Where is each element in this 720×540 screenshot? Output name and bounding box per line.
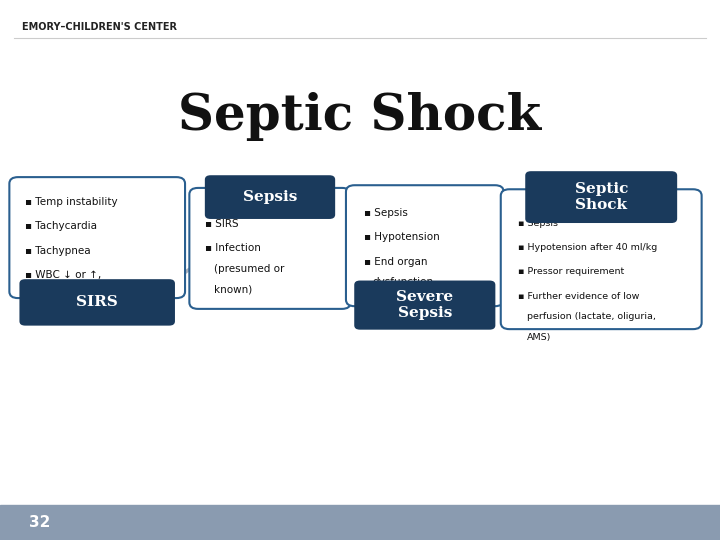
FancyBboxPatch shape bbox=[19, 279, 175, 326]
Text: SIRS: SIRS bbox=[76, 295, 118, 309]
Text: ▪ End organ: ▪ End organ bbox=[364, 256, 427, 267]
FancyArrowPatch shape bbox=[156, 252, 242, 310]
Text: known): known) bbox=[214, 284, 252, 294]
Bar bbox=[0, 505, 720, 540]
Text: Septic
Shock: Septic Shock bbox=[575, 182, 628, 212]
FancyBboxPatch shape bbox=[354, 280, 495, 329]
Text: Septic Shock: Septic Shock bbox=[179, 92, 541, 141]
FancyArrowPatch shape bbox=[466, 252, 555, 310]
Text: bands: bands bbox=[34, 291, 72, 301]
Text: ▪ Sepsis: ▪ Sepsis bbox=[364, 208, 408, 218]
Text: ▪ Tachycardia: ▪ Tachycardia bbox=[25, 221, 97, 232]
Text: ▪ Hypotension: ▪ Hypotension bbox=[364, 232, 439, 242]
Text: ▪ Infection: ▪ Infection bbox=[205, 243, 261, 253]
Text: ▪ Pressor requirement: ▪ Pressor requirement bbox=[518, 267, 625, 276]
Text: ▪ SIRS: ▪ SIRS bbox=[205, 219, 239, 229]
Text: 32: 32 bbox=[29, 515, 50, 530]
FancyBboxPatch shape bbox=[189, 188, 351, 309]
Text: AMS): AMS) bbox=[527, 333, 552, 342]
Text: ▪ Further evidence of low: ▪ Further evidence of low bbox=[518, 292, 640, 301]
FancyBboxPatch shape bbox=[204, 175, 335, 219]
Text: ▪ WBC ↓ or ↑,: ▪ WBC ↓ or ↑, bbox=[25, 270, 102, 280]
FancyBboxPatch shape bbox=[525, 171, 677, 223]
Text: Severe
Sepsis: Severe Sepsis bbox=[396, 290, 454, 320]
Text: ▪ Sepsis: ▪ Sepsis bbox=[518, 219, 559, 228]
Text: ▪ Hypotension after 40 ml/kg: ▪ Hypotension after 40 ml/kg bbox=[518, 243, 657, 252]
Text: dysfunction: dysfunction bbox=[372, 277, 433, 287]
Text: perfusion (lactate, oliguria,: perfusion (lactate, oliguria, bbox=[527, 312, 656, 321]
Text: (presumed or: (presumed or bbox=[214, 264, 284, 274]
FancyBboxPatch shape bbox=[501, 190, 701, 329]
Text: Sepsis: Sepsis bbox=[243, 190, 297, 204]
Text: EMORY–CHILDREN'S CENTER: EMORY–CHILDREN'S CENTER bbox=[22, 22, 176, 32]
Text: ▪ Tachypnea: ▪ Tachypnea bbox=[25, 246, 91, 256]
FancyBboxPatch shape bbox=[346, 185, 503, 306]
FancyBboxPatch shape bbox=[9, 177, 185, 298]
Text: ▪ Temp instability: ▪ Temp instability bbox=[25, 197, 118, 207]
